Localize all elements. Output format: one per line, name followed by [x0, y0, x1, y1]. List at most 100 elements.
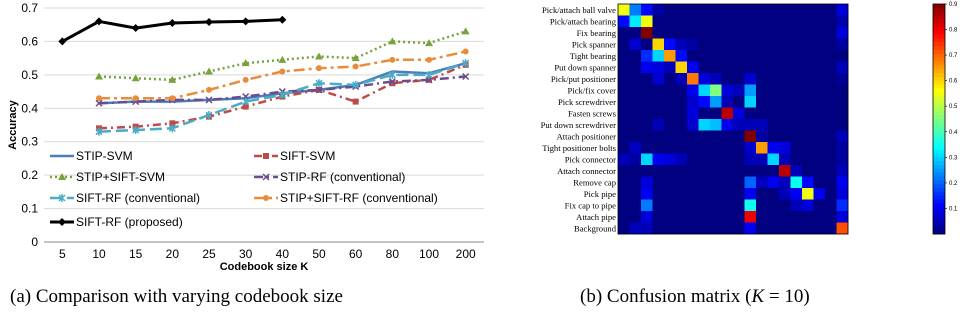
- heatmap-cell: [825, 119, 837, 131]
- x-tick-label: 100: [419, 247, 439, 261]
- colorbar-segment: [933, 218, 945, 223]
- heatmap-cell: [710, 50, 722, 62]
- heatmap-cell: [767, 61, 780, 74]
- heatmap-cell: [744, 142, 757, 154]
- legend-label: STIP-SVM: [76, 149, 133, 163]
- heatmap-cell: [836, 61, 849, 74]
- colorbar-segment: [933, 23, 945, 28]
- heatmap-cell: [825, 96, 837, 108]
- heatmap-cell: [813, 15, 826, 28]
- heatmap-cell: [618, 27, 630, 39]
- colorbar-segment: [933, 7, 945, 13]
- colorbar-tick-label: 0.3: [949, 155, 958, 161]
- heatmap-cell: [802, 199, 814, 212]
- heatmap-cell: [779, 142, 791, 154]
- heatmap-cell: [825, 15, 837, 28]
- heatmap-cell: [629, 38, 642, 51]
- data-point: [168, 75, 177, 83]
- heatmap-cell: [629, 211, 642, 223]
- heatmap-cell: [825, 188, 837, 200]
- heatmap-cell: [687, 61, 699, 74]
- heatmap-cell: [756, 222, 768, 235]
- heatmap-cell: [629, 61, 642, 74]
- heatmap-cell: [687, 153, 699, 166]
- heatmap-cell: [756, 165, 768, 177]
- heatmap-cell: [698, 73, 711, 85]
- heatmap-cell: [721, 130, 734, 143]
- heatmap-cell: [756, 96, 768, 108]
- heatmap-cell: [698, 50, 711, 62]
- heatmap-cell: [618, 165, 630, 177]
- heatmap-cell: [710, 153, 722, 166]
- heatmap-cell: [721, 27, 734, 39]
- heatmap-cell: [767, 130, 780, 143]
- row-label: Fasten screws: [568, 108, 617, 118]
- data-point: [169, 120, 176, 127]
- heatmap-cell: [767, 199, 780, 212]
- data-point: [206, 86, 212, 93]
- heatmap-cell: [813, 96, 826, 108]
- heatmap-cell: [813, 107, 826, 120]
- heatmap-cell: [744, 84, 757, 97]
- data-point: [168, 124, 176, 133]
- heatmap-cell: [698, 38, 711, 51]
- heatmap-cell: [664, 211, 676, 223]
- heatmap-cell: [698, 165, 711, 177]
- heatmap-cell: [721, 142, 734, 154]
- heatmap-cell: [675, 211, 688, 223]
- heatmap-cell: [698, 107, 711, 120]
- heatmap-cell: [698, 15, 711, 28]
- heatmap-cell: [641, 130, 653, 143]
- heatmap-cell: [744, 96, 757, 108]
- caption-b-prefix: (b) Confusion matrix (: [580, 286, 752, 307]
- data-point: [205, 67, 213, 75]
- heatmap-cell: [756, 38, 768, 51]
- heatmap-cell: [641, 142, 653, 154]
- heatmap-cell: [733, 61, 745, 74]
- heatmap-cell: [733, 84, 745, 97]
- heatmap-cell: [687, 73, 699, 85]
- heatmap-cell: [733, 130, 745, 143]
- heatmap-cell: [779, 199, 791, 212]
- row-label: Put down screwdriver: [541, 120, 617, 130]
- heatmap-cell: [652, 4, 665, 16]
- heatmap-cell: [756, 15, 768, 28]
- colorbar-segment: [933, 65, 945, 70]
- colorbar-segment: [933, 53, 945, 59]
- caption-b: (b) Confusion matrix (K = 10): [580, 286, 810, 308]
- heatmap-cell: [721, 73, 734, 85]
- colorbar-segment: [933, 126, 945, 131]
- heatmap-cell: [698, 176, 711, 189]
- colorbar-segment: [933, 15, 945, 20]
- colorbar-tick-label: 0.8: [949, 28, 958, 34]
- heatmap-cell: [813, 27, 826, 39]
- heatmap-cell: [790, 211, 803, 223]
- heatmap-cell: [767, 222, 780, 235]
- colorbar-segment: [933, 157, 945, 162]
- heatmap-cell: [687, 142, 699, 154]
- colorbar-segment: [933, 230, 945, 235]
- heatmap-cell: [675, 38, 688, 51]
- heatmap-cell: [779, 84, 791, 97]
- heatmap-cell: [767, 211, 780, 223]
- legend-marker: [263, 153, 269, 159]
- heatmap-cell: [767, 73, 780, 85]
- heatmap-cell: [767, 50, 780, 62]
- heatmap-cell: [710, 165, 722, 177]
- y-tick-label: 0.6: [21, 34, 38, 48]
- colorbar-segment: [933, 214, 945, 220]
- heatmap-cell: [618, 61, 630, 74]
- heatmap-cell: [721, 199, 734, 212]
- heatmap-cell: [779, 73, 791, 85]
- heatmap-cell: [687, 119, 699, 131]
- data-point: [278, 55, 287, 63]
- heatmap-cell: [675, 61, 688, 74]
- heatmap-cell: [733, 15, 745, 28]
- data-point: [352, 98, 359, 105]
- heatmap-cell: [825, 165, 837, 177]
- data-point: [168, 19, 177, 28]
- heatmap-cell: [836, 84, 849, 97]
- colorbar-segment: [933, 199, 945, 204]
- colorbar-segment: [933, 103, 945, 108]
- heatmap-cell: [641, 211, 653, 223]
